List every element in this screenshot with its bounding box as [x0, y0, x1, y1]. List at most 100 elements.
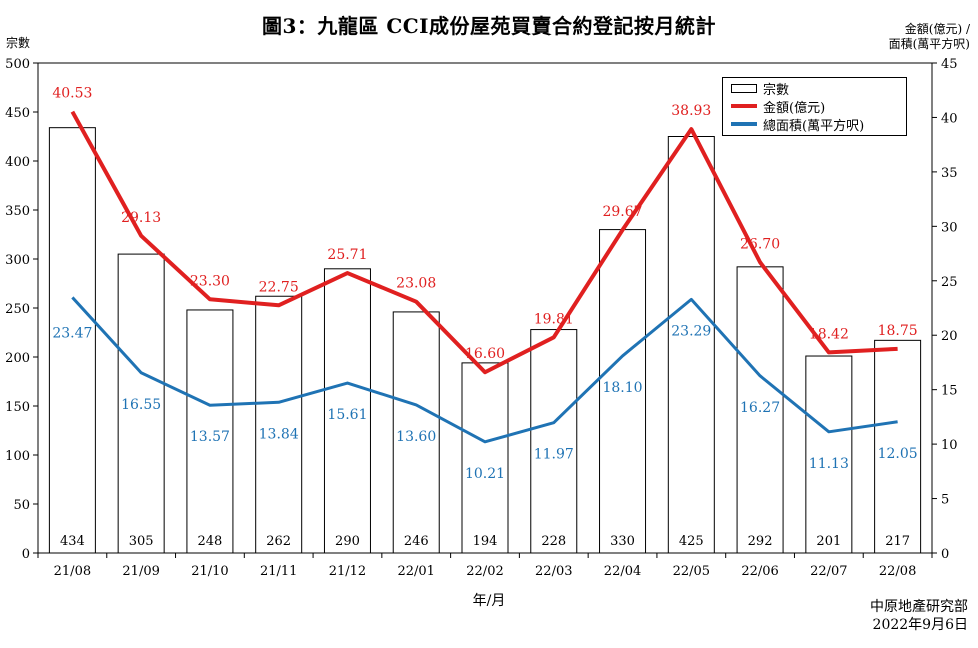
area-data-label: 15.61	[327, 407, 367, 423]
legend-bar-swatch	[731, 83, 757, 93]
count-bar-label: 434	[60, 534, 85, 549]
area-data-label: 11.13	[809, 456, 849, 472]
area-data-label: 11.97	[534, 447, 574, 463]
x-tick-label: 21/11	[260, 564, 297, 579]
chart-title: 圖3：九龍區 CCI成份屋苑買賣合約登記按月統計	[261, 14, 717, 38]
count-bar-label: 305	[129, 534, 154, 549]
area-data-label: 13.60	[396, 429, 436, 445]
count-bar-label: 201	[816, 534, 841, 549]
amount-data-label: 38.93	[671, 103, 711, 119]
x-tick-label: 21/12	[329, 564, 366, 579]
amount-data-label: 29.67	[602, 204, 642, 220]
count-bar	[255, 295, 303, 554]
area-data-label: 23.47	[52, 325, 92, 341]
x-tick-label: 21/09	[122, 564, 159, 579]
amount-data-label: 18.42	[809, 326, 849, 342]
amount-data-label: 29.13	[121, 210, 161, 226]
count-bar	[599, 229, 647, 554]
x-tick-label: 22/06	[741, 564, 778, 579]
count-bar	[874, 339, 922, 554]
count-bar-label: 262	[266, 534, 291, 549]
amount-data-label: 18.75	[878, 323, 918, 339]
count-bar	[667, 136, 715, 554]
legend-item-amount: 金額(億元)	[731, 97, 826, 116]
right-tick-label: 45	[941, 57, 958, 72]
legend-area-swatch	[731, 122, 757, 126]
count-bar	[323, 268, 371, 554]
right-tick-label: 35	[941, 166, 958, 181]
amount-data-label: 25.71	[327, 247, 367, 263]
x-tick-label: 22/08	[879, 564, 916, 579]
legend-item-count: 宗數	[731, 79, 790, 98]
legend-item-area: 總面積(萬平方呎)	[731, 115, 865, 134]
x-tick-label: 22/01	[397, 564, 434, 579]
amount-data-label: 40.53	[52, 86, 92, 102]
right-axis-title-line1: 金額(億元) /	[904, 22, 970, 36]
right-tick-label: 0	[941, 547, 949, 562]
count-bar	[117, 253, 165, 554]
area-line	[71, 296, 898, 444]
area-data-label: 18.10	[602, 380, 642, 396]
x-tick-label: 22/07	[810, 564, 847, 579]
right-tick-label: 5	[941, 493, 949, 508]
legend-label-amount: 金額(億元)	[763, 100, 826, 116]
x-tick-label: 22/03	[535, 564, 572, 579]
count-bar	[186, 309, 234, 554]
legend-label-area: 總面積(萬平方呎)	[763, 118, 865, 134]
count-bar-label: 246	[404, 534, 429, 549]
count-bar	[736, 266, 784, 554]
left-tick-label: 450	[5, 106, 30, 121]
x-tick-label: 22/05	[673, 564, 710, 579]
amount-data-label: 23.30	[190, 273, 230, 289]
left-tick-label: 300	[5, 253, 30, 268]
count-bar-label: 290	[335, 534, 360, 549]
right-axis-title: 金額(億元) / 面積(萬平方呎)	[889, 22, 970, 52]
left-tick-label: 350	[5, 204, 30, 219]
count-bar-label: 292	[748, 534, 773, 549]
amount-line	[70, 110, 898, 375]
amount-data-label: 19.81	[534, 311, 574, 327]
right-tick-label: 10	[941, 438, 958, 453]
legend-label-count: 宗數	[763, 82, 790, 98]
count-bar	[392, 311, 440, 554]
amount-data-label: 16.60	[465, 346, 505, 362]
left-tick-label: 250	[5, 302, 30, 317]
area-data-label: 13.57	[190, 429, 230, 445]
right-tick-label: 30	[941, 220, 958, 235]
count-bar	[805, 355, 853, 554]
amount-data-label: 23.08	[396, 276, 436, 292]
left-tick-label: 0	[22, 547, 30, 562]
area-data-label: 23.29	[671, 323, 711, 339]
area-data-label: 13.84	[259, 426, 299, 442]
count-bar-label: 228	[541, 534, 566, 549]
x-tick-label: 21/10	[191, 564, 228, 579]
source-date: 2022年9月6日	[872, 617, 968, 633]
area-data-label: 12.05	[878, 446, 918, 462]
right-tick-label: 40	[941, 111, 958, 126]
count-bar-label: 248	[198, 534, 223, 549]
left-tick-label: 200	[5, 351, 30, 366]
count-bar-label: 194	[473, 534, 498, 549]
left-tick-label: 500	[5, 57, 30, 72]
amount-data-label: 26.70	[740, 236, 780, 252]
right-tick-label: 15	[941, 384, 958, 399]
count-bar-label: 217	[885, 534, 910, 549]
left-tick-label: 150	[5, 400, 30, 415]
left-tick-label: 100	[5, 449, 30, 464]
legend: 宗數 金額(億元) 總面積(萬平方呎)	[722, 77, 907, 136]
count-bar-label: 330	[610, 534, 635, 549]
area-data-label: 16.27	[740, 400, 780, 416]
count-bar	[48, 127, 96, 554]
x-tick-label: 22/04	[604, 564, 641, 579]
area-data-label: 16.55	[121, 397, 161, 413]
right-axis-title-line2: 面積(萬平方呎)	[888, 37, 970, 51]
amount-data-label: 22.75	[259, 279, 299, 295]
count-bar-label: 425	[679, 534, 704, 549]
left-tick-label: 50	[13, 498, 30, 513]
x-axis-title: 年/月	[472, 593, 506, 609]
area-data-label: 10.21	[465, 466, 505, 482]
x-tick-label: 21/08	[54, 564, 91, 579]
left-tick-label: 400	[5, 155, 30, 170]
right-tick-label: 25	[941, 275, 958, 290]
